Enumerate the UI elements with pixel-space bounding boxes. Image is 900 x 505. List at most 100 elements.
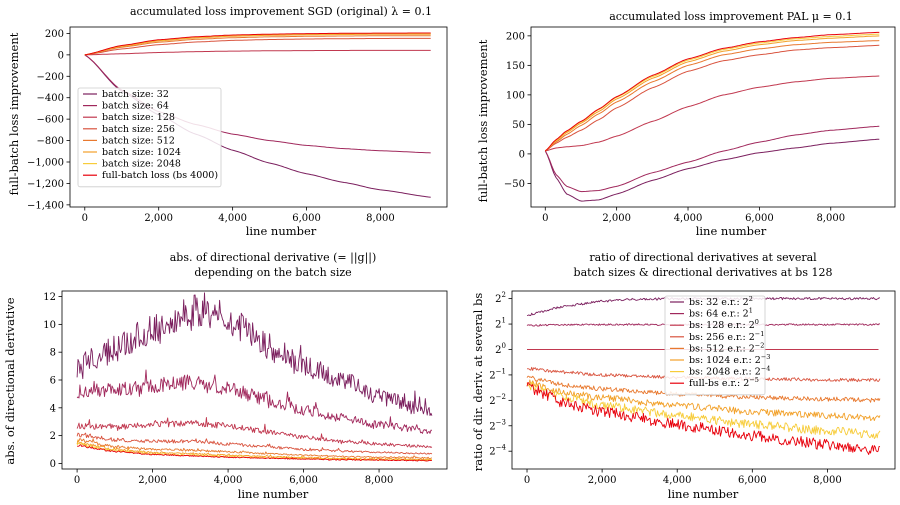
y-tick-label: 12	[43, 292, 56, 303]
x-tick-label: 8,000	[813, 475, 842, 486]
series-line	[76, 292, 433, 417]
legend-label-exponent: −5	[749, 376, 759, 384]
series-group	[76, 292, 433, 462]
y-tick-label: 200	[45, 29, 64, 40]
y-tick-label: 2−4	[489, 444, 506, 458]
legend-label: bs: 2048 e.r.: 2−4	[689, 365, 770, 378]
x-tick-label: 8,000	[366, 213, 395, 224]
plot-frame	[69, 26, 448, 208]
series-line	[84, 37, 431, 56]
y-tick-label: 10	[43, 320, 56, 331]
legend-label-text: bs: 256 e.r.: 2	[689, 332, 755, 343]
series-line	[544, 31, 880, 152]
legend-label-text: bs: 64 e.r.: 2	[689, 309, 749, 320]
legend-label-exponent: −2	[755, 341, 765, 349]
x-axis-label: line number	[696, 224, 767, 238]
x-axis-label: line number	[246, 224, 317, 238]
x-tick-label: 4,000	[214, 475, 243, 486]
series-line	[76, 432, 433, 455]
series-line	[544, 138, 880, 202]
series-line	[76, 417, 433, 448]
x-tick-label: 4,000	[663, 475, 692, 486]
x-tick-label: 6,000	[738, 475, 767, 486]
y-tick-base: 2	[489, 421, 495, 432]
series-line	[84, 33, 431, 56]
y-tick-exponent: −1	[496, 367, 506, 375]
series-line	[76, 369, 433, 434]
x-tick-label: 0	[524, 475, 530, 486]
legend-label: bs: 32 e.r.: 22	[689, 295, 753, 308]
y-axis-label: full-batch loss improvement	[7, 32, 21, 195]
y-tick-label: 4	[50, 403, 56, 414]
series-line	[526, 379, 881, 422]
legend-label-text: bs: 512 e.r.: 2	[689, 343, 755, 354]
legend-box	[77, 87, 222, 188]
plot-frame	[61, 290, 448, 470]
y-tick-exponent: 2	[502, 291, 506, 299]
y-tick-label: 150	[506, 61, 525, 72]
legend-label: batch size: 64	[102, 101, 169, 112]
chart-directional-derivative-ratio: ratio of directional derivatives at seve…	[471, 251, 896, 501]
chart-subtitle: depending on the batch size	[194, 266, 351, 279]
y-tick-label: 22	[495, 291, 506, 305]
x-tick-label: 8,000	[365, 475, 394, 486]
chart-sgd-loss-improvement: accumulated loss improvement SGD (origin…	[7, 5, 448, 238]
y-tick-label: 2−2	[489, 393, 506, 407]
chart-title: abs. of directional derivative (= ||g||)	[170, 251, 377, 265]
y-tick-label: 0	[58, 50, 64, 61]
y-tick-label: 20	[495, 342, 506, 356]
y-tick-label: −1,400	[27, 200, 64, 211]
legend-label-text: full-bs e.r.: 2	[689, 378, 749, 389]
y-tick-base: 2	[495, 345, 501, 356]
series-line	[84, 35, 431, 56]
y-tick-label: −50	[504, 179, 525, 190]
x-tick-label: 0	[82, 213, 88, 224]
y-tick-exponent: −4	[496, 444, 507, 452]
y-tick-label: −600	[37, 115, 64, 126]
y-tick-label: 6	[50, 376, 56, 387]
x-tick-label: 0	[542, 213, 548, 224]
legend-label: batch size: 1024	[102, 147, 181, 158]
series-line	[544, 125, 880, 193]
x-tick-label: 4,000	[674, 213, 703, 224]
y-axis-label: full-batch loss improvement	[476, 39, 490, 202]
x-tick-label: 4,000	[218, 213, 247, 224]
legend-label: bs: 512 e.r.: 2−2	[689, 341, 764, 354]
series-line	[84, 32, 431, 56]
legend-box	[664, 295, 766, 396]
legend-label-exponent: −3	[761, 353, 771, 361]
plot-frame	[530, 26, 896, 208]
series-line	[545, 44, 880, 152]
legend-label-exponent: 0	[755, 318, 759, 326]
y-tick-label: 2	[50, 431, 56, 442]
x-tick-label: 6,000	[745, 213, 774, 224]
legend-label-text: bs: 128 e.r.: 2	[689, 320, 755, 331]
legend-label: full-bs e.r.: 2−5	[689, 376, 759, 389]
series-line	[76, 439, 433, 461]
series-line	[544, 35, 880, 152]
y-tick-label: 2−1	[489, 367, 506, 381]
chart-title: ratio of directional derivatives at seve…	[589, 251, 817, 264]
legend-label-text: bs: 32 e.r.: 2	[689, 297, 749, 308]
x-tick-label: 2,000	[144, 213, 173, 224]
chart-title: accumulated loss improvement SGD (origin…	[130, 5, 432, 18]
legend-label: bs: 128 e.r.: 20	[689, 318, 759, 331]
y-tick-label: 2−3	[489, 418, 506, 432]
y-tick-base: 2	[495, 294, 501, 305]
legend-label-text: bs: 1024 e.r.: 2	[689, 355, 761, 366]
plot-frame	[511, 290, 896, 470]
legend-label-text: bs: 2048 e.r.: 2	[689, 367, 761, 378]
chart-subtitle: batch sizes & directional derivatives at…	[574, 266, 833, 279]
legend-label: bs: 64 e.r.: 21	[689, 307, 753, 320]
series-line	[526, 381, 881, 440]
chart-title: accumulated loss improvement PAL μ = 0.1	[609, 10, 852, 23]
y-tick-label: −200	[37, 72, 64, 83]
y-tick-base: 2	[489, 447, 495, 458]
y-tick-label: −400	[37, 93, 64, 104]
y-tick-exponent: 0	[502, 342, 506, 350]
x-tick-label: 8,000	[816, 213, 845, 224]
y-tick-label: 50	[512, 120, 525, 131]
y-tick-label: 200	[506, 31, 525, 42]
legend-label: batch size: 256	[102, 124, 175, 135]
